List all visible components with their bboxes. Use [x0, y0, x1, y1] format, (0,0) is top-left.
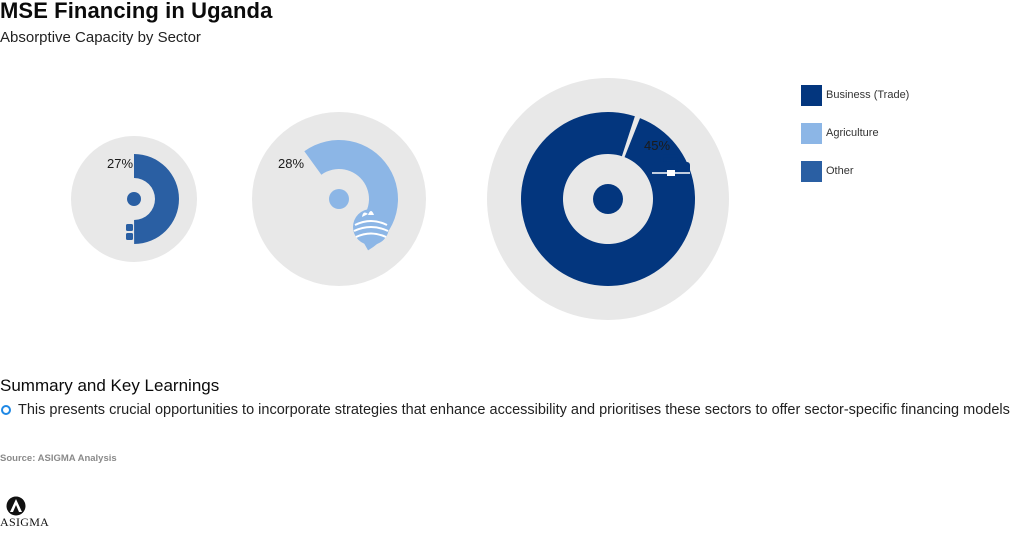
summary-list: This presents crucial opportunities to i…	[0, 401, 1020, 419]
page-subtitle: Absorptive Capacity by Sector	[0, 29, 201, 46]
donut-center-dot	[127, 192, 141, 206]
data-label: 28%	[278, 156, 304, 171]
page-title: MSE Financing in Uganda	[0, 0, 272, 24]
donut-center-dot	[329, 189, 349, 209]
donut-group: 45%	[487, 78, 729, 320]
legend-swatch	[801, 85, 822, 106]
farm-field-icon	[353, 209, 389, 245]
legend-swatch	[801, 161, 822, 182]
legend-item-other: Other	[801, 160, 909, 182]
summary-point-text: This presents crucial opportunities to i…	[18, 402, 1010, 418]
legend-item-agriculture: Agriculture	[801, 122, 909, 144]
data-label: 45%	[644, 138, 670, 153]
bullet-icon	[1, 405, 11, 415]
legend-swatch	[801, 123, 822, 144]
asigma-logo: ASIGMA	[0, 496, 60, 534]
donut-center-dot	[593, 184, 623, 214]
asigma-logo-text: ASIGMA	[0, 515, 49, 530]
source-note: Source: ASIGMA Analysis	[0, 453, 117, 464]
legend-label: Business (Trade)	[826, 89, 909, 101]
summary-point: This presents crucial opportunities to i…	[0, 401, 1020, 419]
chart-legend: Business (Trade) Agriculture Other	[801, 84, 909, 198]
data-label: 27%	[107, 156, 133, 171]
donut-group: 28%	[252, 112, 426, 286]
summary-heading: Summary and Key Learnings	[0, 376, 219, 396]
legend-label: Agriculture	[826, 127, 879, 139]
donut-group: 27%	[71, 136, 197, 262]
legend-item-business: Business (Trade)	[801, 84, 909, 106]
asigma-logo-icon	[5, 496, 27, 516]
legend-label: Other	[826, 165, 854, 177]
